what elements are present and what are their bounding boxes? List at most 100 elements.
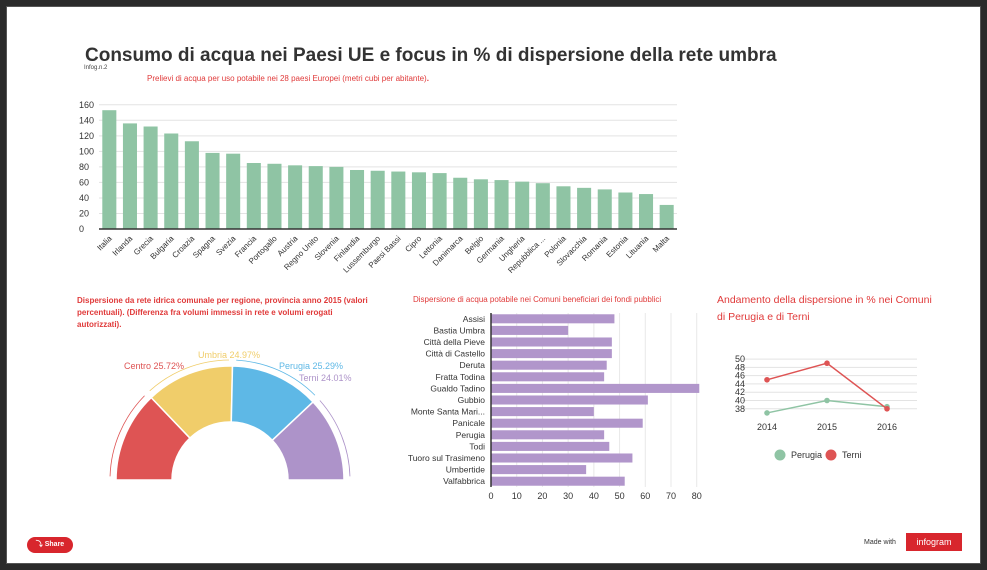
hbar-x-tick-label: 0 [488,491,493,501]
hbar-deruta [491,360,607,370]
donut-outer-arc-perugia [236,359,316,396]
bar-y-tick-label: 140 [79,115,94,125]
bar-lussemburgo [370,170,385,229]
bar-croazia [184,141,199,229]
made-with-label: Made with [864,539,896,546]
legend-swatch-perugia [774,449,786,461]
dispersion-donut-chart: Centro 25.72% Umbria 24.97% Perugia 25.29%… [109,350,352,481]
share-button[interactable]: ⤵ Share [27,537,73,553]
bar-cipro [411,172,426,229]
line-point-perugia [824,397,830,404]
hbar-chart-title: Dispersione di acqua potabile nei Comuni… [413,295,662,304]
line-y-tick-label: 50 [735,354,745,364]
hbar-x-tick-label: 80 [692,491,702,501]
hbar-bastia-umbra [491,325,569,335]
infographic-tag: Infog.n.2 [84,65,108,71]
hbar-todi [491,441,610,451]
hbar-category-label: Gualdo Tadino [430,383,485,393]
page-title: Consumo di acqua nei Paesi UE e focus in… [85,45,777,66]
infogram-logo[interactable]: infogram [906,533,962,551]
hbar-gualdo-tadino [491,383,700,393]
bar-lettonia [432,173,447,229]
bar-grecia [143,126,158,229]
hbar-category-label: Gubbio [458,395,486,405]
bar-regno-unito [308,166,323,229]
hbar-panicale [491,418,643,428]
line-x-tick-label: 2014 [757,422,777,432]
donut-label-centro: Centro 25.72% [124,361,184,371]
hbar-category-label: Panicale [452,418,485,428]
line-point-perugia [764,410,770,416]
bar-portogallo [267,163,282,229]
hbar-x-tick-label: 30 [563,491,573,501]
hbar-category-label: Umbertide [446,465,485,475]
hbar-category-label: Perugia [456,430,486,440]
share-label: Share [44,541,65,548]
bar-y-tick-label: 0 [79,224,84,234]
bar-y-tick-label: 60 [79,177,89,187]
line-x-tick-label: 2016 [877,422,897,432]
hbar-assisi [491,314,615,324]
consumption-bar-chart: 020406080100120140160ItaliaIrlandaGrecia… [79,100,677,275]
line-point-terni [824,360,830,367]
hbar-x-tick-label: 10 [512,491,522,501]
donut-slice-terni [271,400,345,481]
bar-ungheria [515,181,530,229]
hbar-citt-della-pieve [491,337,612,347]
bar-finlandia [350,169,365,229]
bar-bulgaria [164,133,179,229]
hbar-citt-di-castello [491,349,612,359]
donut-outer-arc-centro [109,395,145,477]
bar-italia [102,110,117,229]
hbar-category-label: Tuoro sul Trasimeno [408,453,485,463]
bar-y-tick-label: 100 [79,146,94,156]
hbar-fratta-todina [491,372,605,382]
hbar-x-tick-label: 60 [640,491,650,501]
bar-chart-title-text: Prelievi di acqua per uso potabile nei 2… [147,74,427,83]
line-x-tick-label: 2015 [817,422,837,432]
bar-y-tick-label: 120 [79,131,94,141]
hbar-category-label: Bastia Umbra [434,325,486,335]
bar-repubblica- [535,183,550,229]
hbar-umbertide [491,465,587,475]
bar-lituania [639,194,654,229]
bar-y-tick-label: 80 [79,162,89,172]
donut-outer-arc-umbria [149,359,230,392]
bar-slovenia [329,166,344,229]
legend-label-terni: Terni [842,450,862,460]
bar-y-tick-label: 20 [79,208,89,218]
donut-chart-title: Dispersione da rete idrica comunale per … [77,296,368,329]
share-icon: ⤵ [35,541,45,548]
line-y-tick-label: 48 [735,362,745,372]
hbar-monte-santa-mari- [491,407,594,417]
bar-austria [288,165,303,229]
hbar-x-tick-label: 70 [666,491,676,501]
infographic: Consumo di acqua nei Paesi UE e focus in… [6,6,981,564]
donut-outer-arc-terni [319,400,351,477]
hbar-category-label: Deruta [459,360,485,370]
bar-chart-title-dot: . [426,74,429,83]
line-y-tick-label: 38 [735,404,745,414]
line-y-tick-label: 42 [735,387,745,397]
hbar-x-tick-label: 20 [537,491,547,501]
bar-paesi-bassi [391,171,406,229]
hbar-category-label: Assisi [463,314,485,324]
bar-danimarca [453,177,468,229]
hbar-category-label: Todi [469,441,485,451]
hbar-category-label: Fratta Todina [436,372,486,382]
line-point-terni [764,376,770,383]
hbar-category-label: Valfabbrica [443,476,485,486]
hbar-tuoro-sul-trasimeno [491,453,633,463]
bar-irlanda [122,123,137,229]
legend-label-perugia: Perugia [791,450,822,460]
hbar-x-tick-label: 40 [589,491,599,501]
bar-romania [597,189,612,229]
line-point-terni [884,405,890,412]
hbar-category-label: Città di Castello [425,349,485,359]
line-y-tick-label: 46 [735,371,745,381]
bar-spagna [205,152,220,229]
bar-belgio [473,179,488,229]
bar-chart-title: Prelievi di acqua per uso potabile nei 2… [147,74,429,83]
